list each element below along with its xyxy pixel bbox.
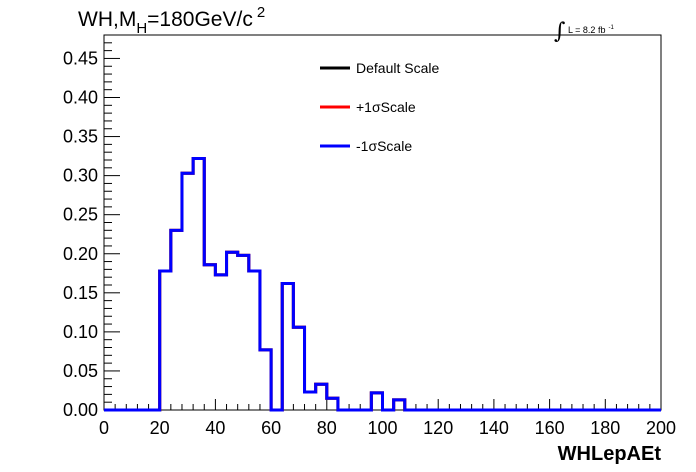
x-tick-label: 180 (590, 418, 620, 438)
series-line-2 (104, 156, 661, 412)
x-tick-label: 0 (99, 418, 109, 438)
y-tick-label: 0.40 (63, 88, 98, 108)
plot-frame (103, 34, 662, 411)
y-tick-label: 0.35 (63, 127, 98, 147)
x-tick-label: 140 (479, 418, 509, 438)
lumi-text: L = 8.2 fb (568, 25, 605, 35)
y-tick-label: 0.15 (63, 283, 98, 303)
y-tick-label: 0.20 (63, 244, 98, 264)
chart-title-superscript: 2 (257, 4, 265, 21)
y-tick-label: 0.00 (63, 400, 98, 420)
chart-title-prefix: WH,M (78, 8, 136, 31)
y-axis: 0.00 0.05 0.10 0.15 0.20 0.25 0.30 0.35 0.40 0.45 (63, 34, 120, 420)
series-line-0 (104, 156, 661, 412)
lumi-label: L = 8.2 fb -1 (568, 25, 614, 35)
y-tick-label: 0.10 (63, 322, 98, 342)
legend-label-1: +1σScale (356, 99, 416, 115)
x-tick-label: 100 (367, 418, 397, 438)
x-tick-label: 120 (423, 418, 453, 438)
series-line-1 (104, 156, 661, 412)
series-layer (104, 156, 661, 412)
x-tick-label: 80 (317, 418, 337, 438)
x-tick-label: 60 (261, 418, 281, 438)
chart-title-middle: =180GeV/c (147, 8, 253, 31)
chart-title: WH,MH=180GeV/c 2 (78, 4, 265, 37)
lumi-superscript: -1 (608, 25, 614, 31)
legend-label-2: -1σScale (356, 138, 412, 154)
y-tick-label: 0.45 (63, 48, 98, 68)
y-tick-label: 0.25 (63, 205, 98, 225)
x-tick-label: 20 (150, 418, 170, 438)
legend: Default Scale +1σScale -1σScale (320, 60, 439, 154)
x-axis-label: WHLepAEt (558, 443, 662, 465)
y-tick-label: 0.30 (63, 166, 98, 186)
x-axis: 0 20 40 60 80 100 120 140 160 180 200 (99, 399, 676, 438)
y-tick-label: 0.05 (63, 361, 98, 381)
lumi-integral: ∫ (554, 19, 566, 44)
x-tick-label: 40 (205, 418, 225, 438)
x-tick-label: 200 (646, 418, 676, 438)
legend-label-0: Default Scale (356, 60, 439, 76)
chart-title-subscript: H (136, 20, 147, 37)
x-tick-label: 160 (535, 418, 565, 438)
